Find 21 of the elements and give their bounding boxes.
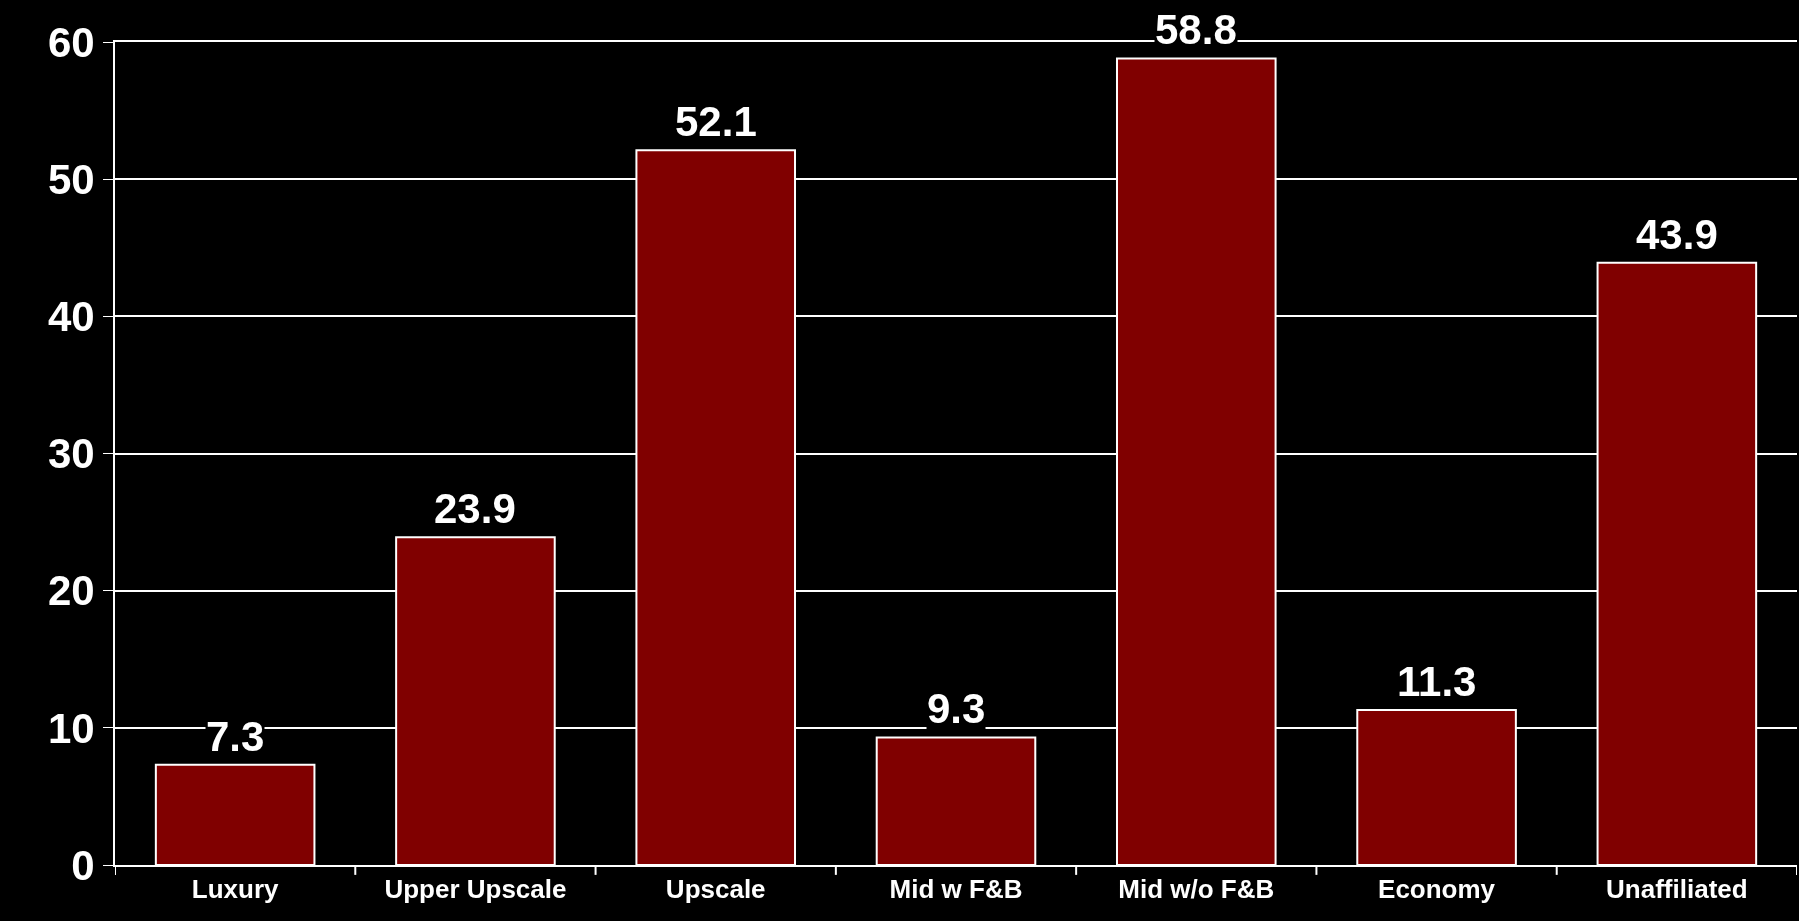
x-tick-label: Luxury <box>191 874 280 905</box>
x-tick-label: Mid w/o F&B <box>1118 874 1275 905</box>
y-tick-label: 40 <box>47 293 95 341</box>
y-tick-label: 30 <box>47 430 95 478</box>
y-tick-label: 0 <box>71 841 95 889</box>
data-label: 11.3 <box>1397 658 1477 705</box>
data-label: 9.3 <box>927 685 986 732</box>
x-tick-label: Mid w F&B <box>889 874 1023 905</box>
y-tick-label: 50 <box>47 155 95 203</box>
y-tick-label: 20 <box>47 567 95 615</box>
y-tick-label: 60 <box>47 18 95 66</box>
x-tick-label: Upscale <box>665 874 766 905</box>
data-label: 52.1 <box>675 98 757 145</box>
data-label: 43.9 <box>1636 211 1718 258</box>
data-label: 7.3 <box>206 713 265 760</box>
x-tick-label: Economy <box>1378 874 1496 905</box>
y-tick-label: 10 <box>47 704 95 752</box>
x-tick-label: Unaffiliated <box>1606 874 1748 905</box>
data-label: 23.9 <box>434 485 516 532</box>
data-label: 58.8 <box>1155 6 1237 53</box>
x-tick-label: Upper Upscale <box>384 874 567 905</box>
